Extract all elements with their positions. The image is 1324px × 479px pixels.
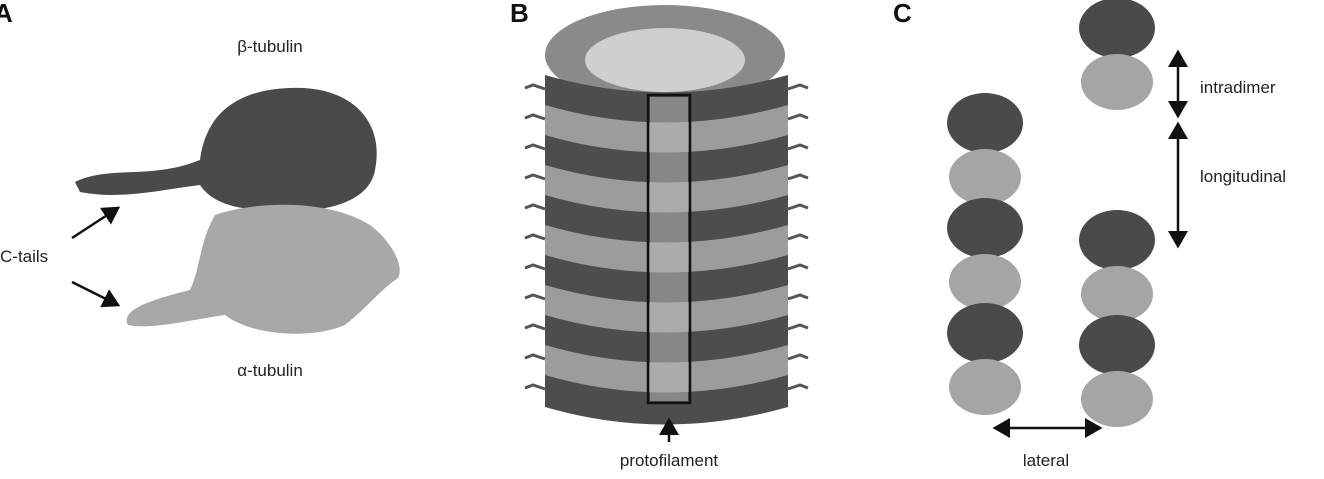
dimers bbox=[947, 0, 1155, 427]
beta-subunit bbox=[947, 303, 1023, 363]
panel-label: A bbox=[0, 0, 13, 28]
tail bbox=[524, 143, 546, 151]
tail bbox=[524, 323, 546, 331]
beta-subunit bbox=[1079, 315, 1155, 375]
tail bbox=[524, 383, 546, 391]
panel-label: C bbox=[893, 0, 912, 28]
tail bbox=[787, 233, 809, 241]
tail bbox=[787, 353, 809, 361]
annotation: protofilament bbox=[620, 451, 719, 470]
tail bbox=[787, 263, 809, 271]
beta-subunit bbox=[947, 198, 1023, 258]
alpha-subunit bbox=[949, 359, 1021, 415]
beta-tubulin bbox=[75, 87, 377, 211]
annotation: β-tubulin bbox=[237, 37, 303, 56]
annotation: longitudinal bbox=[1200, 167, 1286, 186]
annotation: intradimer bbox=[1200, 78, 1276, 97]
tail bbox=[787, 323, 809, 331]
alpha-subunit bbox=[1081, 266, 1153, 322]
alpha-subunit bbox=[1081, 54, 1153, 110]
annotation: C-tails bbox=[0, 247, 48, 266]
beta-subunit bbox=[1079, 0, 1155, 58]
tail bbox=[524, 113, 546, 121]
panel-label: B bbox=[510, 0, 529, 28]
alpha-subunit bbox=[949, 254, 1021, 310]
tail bbox=[524, 203, 546, 211]
tail bbox=[524, 173, 546, 181]
arrow bbox=[71, 206, 121, 240]
tail bbox=[787, 383, 809, 391]
tail bbox=[524, 293, 546, 301]
alpha-tubulin bbox=[126, 204, 400, 334]
protofilament bbox=[650, 97, 688, 401]
microtubule bbox=[524, 5, 809, 425]
tail bbox=[787, 173, 809, 181]
tail bbox=[524, 353, 546, 361]
tube-lumen bbox=[585, 28, 745, 92]
alpha-subunit bbox=[949, 149, 1021, 205]
protofilament-box bbox=[646, 93, 692, 405]
tail bbox=[524, 263, 546, 271]
annotation: lateral bbox=[1023, 451, 1069, 470]
tail bbox=[787, 203, 809, 211]
tail bbox=[787, 293, 809, 301]
tail bbox=[787, 83, 809, 91]
beta-subunit bbox=[1079, 210, 1155, 270]
annotation: α-tubulin bbox=[237, 361, 303, 380]
tail bbox=[524, 83, 546, 91]
arrow bbox=[71, 280, 121, 308]
tail bbox=[787, 113, 809, 121]
alpha-subunit bbox=[1081, 371, 1153, 427]
beta-subunit bbox=[947, 93, 1023, 153]
tail bbox=[524, 233, 546, 241]
tail bbox=[787, 143, 809, 151]
